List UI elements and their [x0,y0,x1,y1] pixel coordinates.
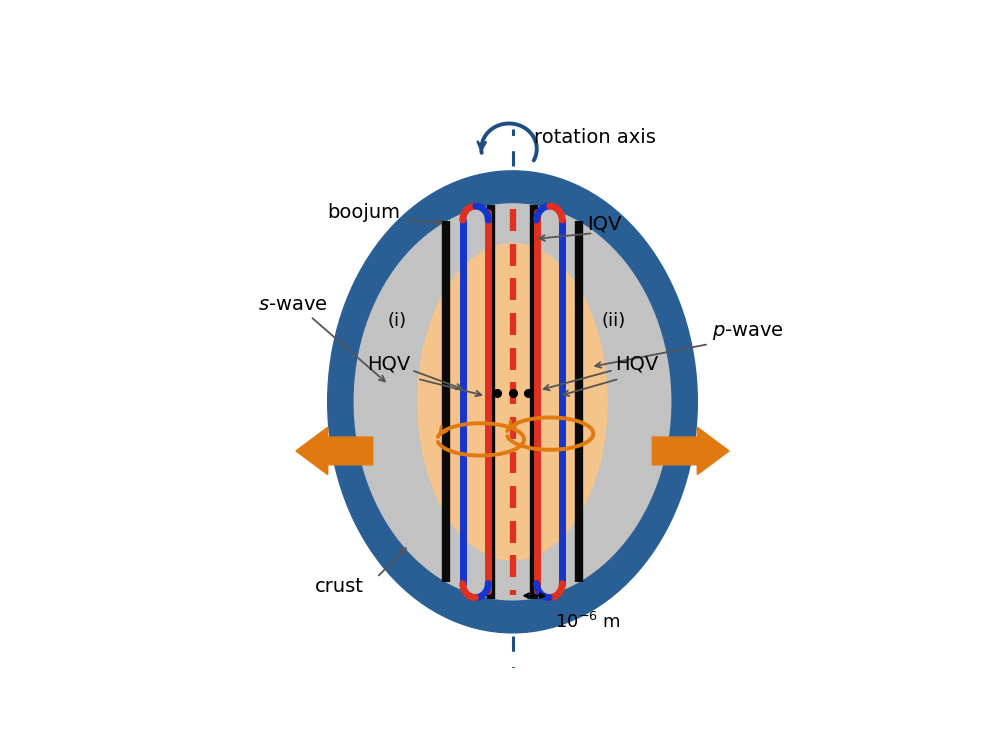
Text: HQV: HQV [615,355,658,374]
FancyArrow shape [652,427,729,475]
FancyArrow shape [296,427,373,475]
Text: (ii): (ii) [601,312,626,330]
Ellipse shape [328,171,697,633]
Text: (i): (i) [387,312,407,330]
Text: HQV: HQV [367,355,410,374]
Text: boojum: boojum [328,203,401,222]
Text: rotation axis: rotation axis [534,128,656,147]
Ellipse shape [417,243,608,561]
Ellipse shape [354,203,671,601]
Text: $p$-wave: $p$-wave [712,323,784,342]
Text: $s$-wave: $s$-wave [258,296,328,314]
Text: crust: crust [315,578,364,596]
Text: IQV: IQV [588,214,622,233]
Text: $10^{-6}$ m: $10^{-6}$ m [555,612,621,632]
